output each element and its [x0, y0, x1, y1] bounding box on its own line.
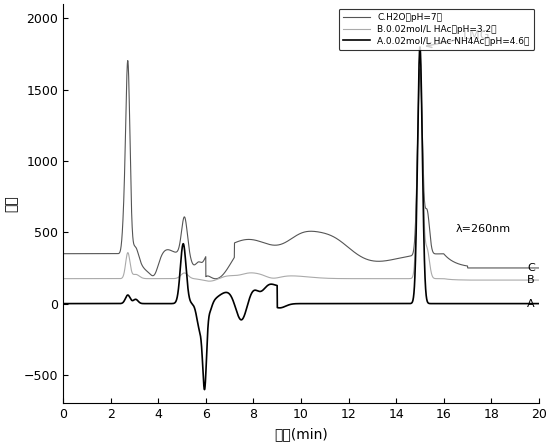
Text: A: A: [527, 299, 534, 308]
Text: λ=260nm: λ=260nm: [456, 224, 511, 235]
Text: B: B: [527, 275, 534, 285]
Y-axis label: 强度: 强度: [4, 195, 18, 212]
Text: C: C: [527, 263, 535, 273]
Legend: C.H2O（pH=7）, B.0.02mol/L HAc（pH=3.2）, A.0.02mol/L HAc·NH4Ac（pH=4.6）: C.H2O（pH=7）, B.0.02mol/L HAc（pH=3.2）, A.…: [339, 9, 534, 50]
X-axis label: 时间(min): 时间(min): [274, 427, 328, 441]
Text: LMG: LMG: [426, 29, 490, 48]
